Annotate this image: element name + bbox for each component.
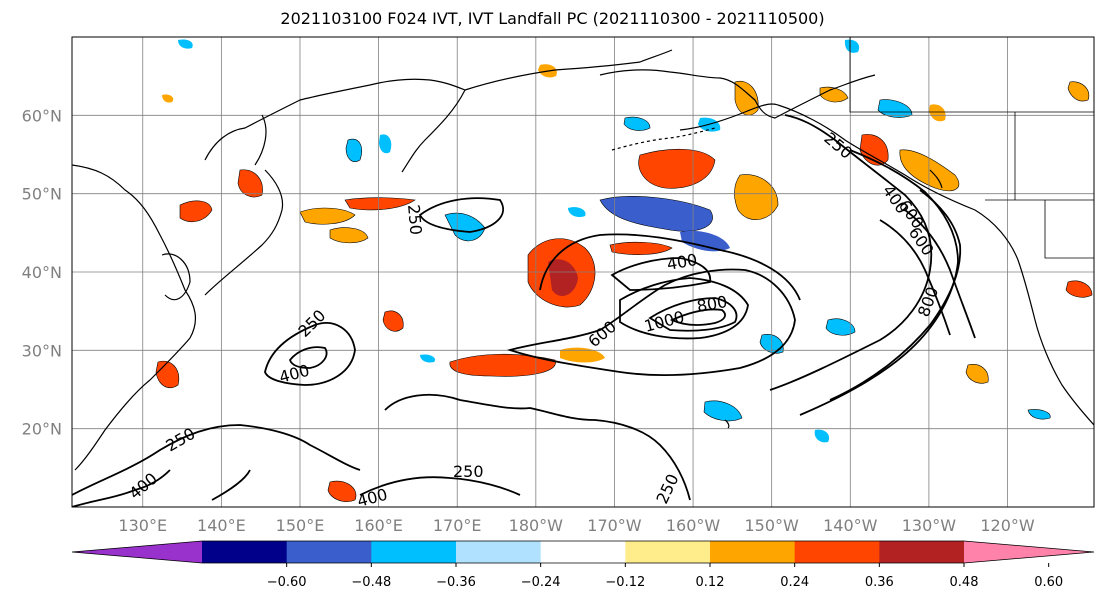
longitude-label: 160°W	[666, 516, 721, 535]
longitude-label: 150°W	[744, 516, 799, 535]
ivt-contours	[72, 114, 976, 507]
latitude-label: 20°N	[22, 420, 62, 439]
colorbar-segment	[202, 541, 288, 563]
longitude-label: 140°E	[197, 516, 246, 535]
borders	[849, 37, 1094, 259]
ivt-positive-anomalies	[155, 64, 1093, 502]
longitude-label: 140°W	[823, 516, 878, 535]
colorbar-tick-label: 0.48	[950, 575, 979, 590]
graticule	[72, 37, 1094, 507]
colorbar-segment	[794, 541, 880, 563]
longitude-label: 150°E	[276, 516, 325, 535]
latitude-label: 60°N	[22, 106, 62, 125]
contour-label: 250	[404, 204, 426, 236]
colorbar-segment	[456, 541, 542, 563]
colorbar-tick-label: −0.12	[605, 575, 645, 590]
colorbar-segment	[540, 541, 626, 563]
colorbar-segment	[286, 541, 372, 563]
colorbar-tick-label: 0.60	[1034, 575, 1063, 590]
colorbar-tick-label: 0.36	[865, 575, 894, 590]
colorbar-segment	[371, 541, 457, 563]
longitude-labels: 130°E 140°E 150°E 160°E 170°E 180°W 170°W 160°W…	[118, 516, 1034, 535]
latitude-labels: 20°N 30°N 40°N 50°N 60°N	[22, 106, 62, 438]
colorbar-extend-low	[72, 541, 202, 563]
colorbar-segment	[879, 541, 965, 563]
longitude-label: 170°E	[433, 516, 482, 535]
latitude-label: 30°N	[22, 341, 62, 360]
colorbar-tick-label: −0.36	[436, 575, 476, 590]
longitude-label: 120°W	[980, 516, 1035, 535]
colorbar-tick-label: −0.24	[521, 575, 561, 590]
colorbar-tick-label: −0.48	[351, 575, 391, 590]
colorbar-outline	[71, 540, 1095, 564]
map-frame	[71, 36, 1095, 508]
latitude-label: 40°N	[22, 263, 62, 282]
colorbar-extend-high	[964, 541, 1094, 563]
latitude-label: 50°N	[22, 185, 62, 204]
longitude-label: 170°W	[587, 516, 642, 535]
colorbar-tick-label: 0.24	[780, 575, 809, 590]
map-title: 2021103100 F024 IVT, IVT Landfall PC (20…	[280, 9, 825, 28]
colorbar-tick-label: 0.12	[696, 575, 725, 590]
contour-label: 400	[355, 485, 389, 511]
longitude-label: 180°W	[509, 516, 564, 535]
colorbar-segment	[710, 541, 796, 563]
colorbar: −0.60 −0.48 −0.36 −0.24 −0.12 0.12 0.24 0.36 0.4…	[71, 540, 1095, 590]
colorbar-segment	[625, 541, 711, 563]
longitude-label: 130°W	[902, 516, 957, 535]
colorbar-tick-label: −0.60	[267, 575, 307, 590]
contour-label: 250	[453, 462, 484, 481]
longitude-label: 160°E	[354, 516, 403, 535]
longitude-label: 130°E	[118, 516, 167, 535]
coastlines	[72, 49, 1094, 471]
